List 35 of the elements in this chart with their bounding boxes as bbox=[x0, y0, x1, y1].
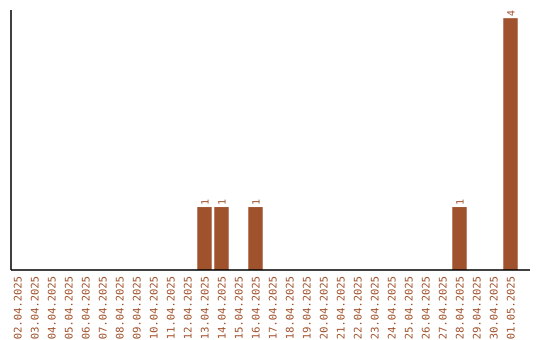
data-label: 1 bbox=[218, 199, 228, 206]
x-tick-label: 10.04.2025 bbox=[148, 276, 160, 340]
x-tick-label: 04.04.2025 bbox=[46, 276, 58, 340]
x-tick-label: 12.04.2025 bbox=[182, 276, 194, 340]
data-label: 1 bbox=[456, 199, 466, 206]
x-tick-label: 07.04.2025 bbox=[98, 276, 110, 340]
data-label: 1 bbox=[252, 199, 262, 206]
x-tick-label: 09.04.2025 bbox=[132, 276, 144, 340]
x-tick-label: 02.04.2025 bbox=[12, 276, 24, 340]
x-tick-label: 03.04.2025 bbox=[30, 276, 42, 340]
x-tick-label: 18.04.2025 bbox=[284, 276, 296, 340]
x-tick-label: 27.04.2025 bbox=[438, 276, 450, 340]
x-tick-label: 01.05.2025 bbox=[506, 276, 518, 340]
x-tick-label: 21.04.2025 bbox=[336, 276, 348, 340]
x-tick-label: 20.04.2025 bbox=[318, 276, 330, 340]
x-tick-label: 25.04.2025 bbox=[404, 276, 416, 340]
x-tick-label: 29.04.2025 bbox=[472, 276, 484, 340]
data-label: 1 bbox=[200, 199, 212, 206]
x-tick-label: 24.04.2025 bbox=[386, 276, 398, 340]
x-tick-label: 13.04.2025 bbox=[200, 276, 212, 340]
x-tick-label: 16.04.2025 bbox=[250, 276, 262, 340]
x-tick-label: 30.04.2025 bbox=[488, 276, 500, 340]
x-tick-label: 28.04.2025 bbox=[454, 276, 466, 340]
x-tick-label: 15.04.2025 bbox=[234, 276, 246, 340]
x-tick-label: 14.04.2025 bbox=[216, 276, 228, 340]
x-tick-label: 06.04.2025 bbox=[80, 276, 92, 340]
x-tick-label: 05.04.2025 bbox=[64, 276, 76, 340]
data-label: 4 bbox=[506, 10, 518, 16]
x-tick-label: 19.04.2025 bbox=[302, 276, 314, 340]
x-tick-label: 22.04.2025 bbox=[352, 276, 364, 340]
x-tick-label: 23.04.2025 bbox=[370, 276, 382, 340]
x-tick-label: 11.04.2025 bbox=[166, 276, 178, 340]
x-tick-label: 17.04.2025 bbox=[268, 276, 280, 340]
x-tick-label: 26.04.2025 bbox=[420, 276, 432, 340]
x-tick-label: 08.04.2025 bbox=[114, 276, 126, 340]
